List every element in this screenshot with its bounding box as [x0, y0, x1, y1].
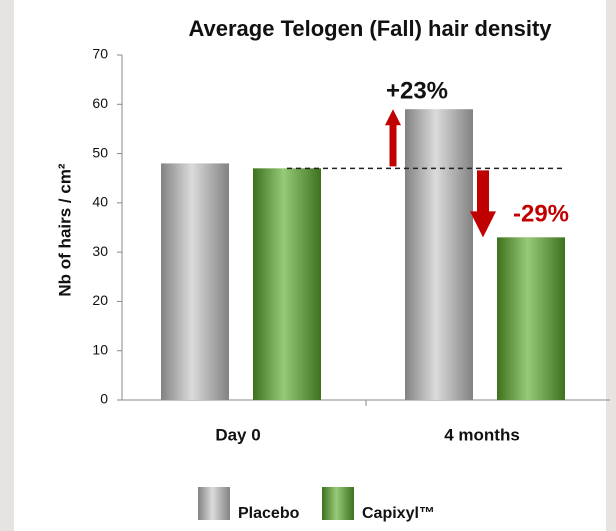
y-tick-label: 70 [92, 46, 108, 62]
bar-shine [497, 237, 565, 400]
change-arrow [470, 170, 496, 238]
y-tick-label: 40 [92, 194, 108, 210]
bar-shine [161, 163, 229, 400]
y-tick-label: 30 [92, 243, 108, 259]
y-tick-label: 10 [92, 341, 108, 357]
legend-swatch-shine [198, 487, 230, 520]
y-tick-label: 20 [92, 292, 108, 308]
y-tick-label: 60 [92, 95, 108, 111]
x-tick-label: Day 0 [215, 425, 260, 444]
x-tick-label: 4 months [444, 425, 520, 444]
y-tick-label: 50 [92, 144, 108, 160]
chart-title: Average Telogen (Fall) hair density [188, 16, 552, 41]
legend-label: Capixyl™ [362, 505, 435, 522]
legend-swatch-shine [322, 487, 354, 520]
change-arrow [385, 109, 401, 167]
legend-label: Placebo [238, 505, 300, 522]
annotation: -29% [513, 200, 569, 227]
bar-shine [253, 168, 321, 400]
bar-shine [405, 109, 473, 400]
annotation: +23% [386, 77, 448, 104]
y-axis-label: Nb of hairs / cm² [55, 163, 74, 297]
y-tick-label: 0 [100, 391, 108, 407]
